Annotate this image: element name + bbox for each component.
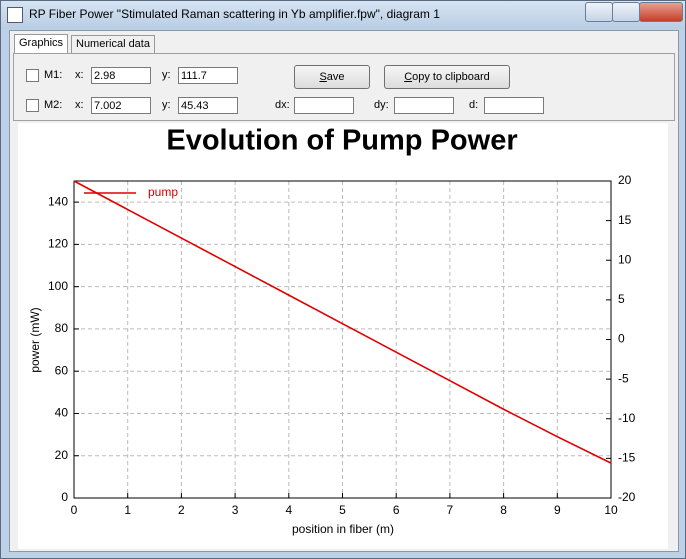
y-tick-label: 140 <box>48 194 68 208</box>
marker-label: M2: <box>44 99 63 111</box>
window-title: RP Fiber Power "Stimulated Raman scatter… <box>29 7 440 21</box>
delta-label: dx: <box>275 99 290 111</box>
delta-label: dy: <box>374 99 389 111</box>
text-field[interactable]: 45.43 <box>178 97 238 114</box>
y-tick-label: 20 <box>55 448 69 462</box>
x-tick-label: 4 <box>285 503 292 517</box>
marker-label: M1: <box>44 69 63 81</box>
y-tick-label: 120 <box>48 237 68 251</box>
x-tick-label: 7 <box>447 503 454 517</box>
y-tick-label: 80 <box>55 321 69 335</box>
legend-label: pump <box>148 185 178 199</box>
y2-tick-label: 0 <box>618 332 625 346</box>
y-axis-label: power (mW) <box>28 307 42 372</box>
text-field[interactable] <box>294 97 354 114</box>
y2-tick-label: 15 <box>618 213 632 227</box>
tab[interactable]: Numerical data <box>71 35 155 53</box>
x-tick-label: 3 <box>232 503 239 517</box>
delta-label: d: <box>469 99 479 111</box>
x-label: x: <box>75 69 84 81</box>
close-button[interactable] <box>639 2 683 22</box>
x-tick-label: 10 <box>604 503 618 517</box>
app-icon <box>7 7 23 23</box>
plot-frame <box>73 180 612 499</box>
title-bar: RP Fiber Power "Stimulated Raman scatter… <box>1 1 685 29</box>
y2-tick-label: -20 <box>618 490 636 504</box>
chart: Evolution of Pump Power position in fibe… <box>18 123 668 549</box>
y-tick-label: 0 <box>61 490 68 504</box>
x-tick-label: 8 <box>500 503 507 517</box>
chart-title: Evolution of Pump Power <box>166 125 517 157</box>
y-tick-label: 40 <box>55 406 69 420</box>
text-field[interactable]: 111.7 <box>178 67 238 84</box>
x-axis-label: position in fiber (m) <box>292 522 394 536</box>
y-label: y: <box>162 99 171 111</box>
tab[interactable]: Graphics <box>14 34 69 53</box>
y2-tick-label: -10 <box>618 411 636 425</box>
x-tick-label: 0 <box>71 503 78 517</box>
copy-button[interactable]: Copy to clipboard <box>384 65 510 89</box>
text-field[interactable] <box>484 97 544 114</box>
x-tick-label: 1 <box>124 503 131 517</box>
text-field[interactable]: 7.002 <box>91 97 151 114</box>
button-label: Save <box>319 71 345 83</box>
x-tick-label: 6 <box>393 503 400 517</box>
marker-panel: M1: x: 2.98 y: 111.7 M2: x: 7.002 y: 45.… <box>13 53 675 121</box>
x-tick-label: 9 <box>554 503 561 517</box>
text-field[interactable] <box>394 97 454 114</box>
x-tick-label: 5 <box>339 503 346 517</box>
y2-tick-label: 5 <box>618 292 625 306</box>
minimize-button[interactable] <box>585 2 613 22</box>
y2-tick-label: -5 <box>618 371 629 385</box>
checkbox[interactable] <box>26 99 39 112</box>
x-label: x: <box>75 99 84 111</box>
y2-tick-label: -15 <box>618 451 636 465</box>
text-field[interactable]: 2.98 <box>91 67 151 84</box>
y-label: y: <box>162 69 171 81</box>
y2-tick-label: 10 <box>618 252 632 266</box>
x-tick-label: 2 <box>178 503 185 517</box>
maximize-button[interactable] <box>612 2 640 22</box>
y-tick-label: 100 <box>48 279 68 293</box>
save-button[interactable]: Save <box>294 65 370 89</box>
line-series <box>73 180 612 464</box>
y2-tick-label: 20 <box>618 173 632 187</box>
button-label: Copy to clipboard <box>404 71 490 83</box>
y-tick-label: 60 <box>55 363 69 377</box>
checkbox[interactable] <box>26 69 39 82</box>
